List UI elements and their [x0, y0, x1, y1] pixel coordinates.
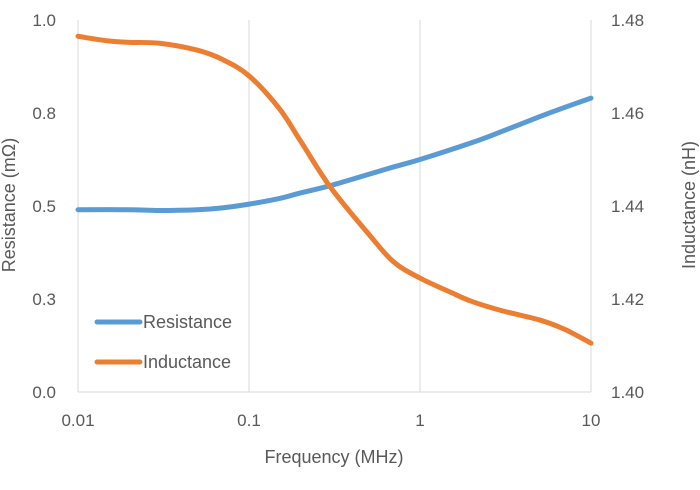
left-y-tick-label: 0.0: [32, 383, 56, 402]
left-y-tick-label: 0.5: [32, 197, 56, 216]
left-y-tick-label: 1.0: [32, 11, 56, 30]
legend: Resistance Inductance: [94, 312, 232, 372]
right-y-axis-ticks: 1.40 1.42 1.44 1.46 1.48: [611, 11, 644, 402]
legend-label-resistance: Resistance: [143, 312, 232, 332]
x-axis-ticks: 0.01 0.1 1 10: [61, 411, 600, 430]
grid-lines: [77, 20, 592, 393]
right-y-tick-label: 1.42: [611, 290, 644, 309]
x-tick-label: 10: [582, 411, 601, 430]
left-y-tick-label: 0.8: [32, 104, 56, 123]
right-y-tick-label: 1.40: [611, 383, 644, 402]
left-y-axis-title: Resistance (mΩ): [0, 138, 19, 272]
right-y-tick-label: 1.48: [611, 11, 644, 30]
x-tick-label: 0.1: [237, 411, 261, 430]
series-lines: [75, 33, 594, 346]
x-tick-label: 1: [415, 411, 424, 430]
right-y-tick-label: 1.44: [611, 197, 644, 216]
x-tick-label: 0.01: [61, 411, 94, 430]
right-y-axis-title: Inductance (nH): [679, 141, 699, 269]
left-y-tick-label: 0.3: [32, 290, 56, 309]
right-y-tick-label: 1.46: [611, 104, 644, 123]
legend-label-inductance: Inductance: [143, 352, 231, 372]
left-y-axis-ticks: 0.0 0.3 0.5 0.8 1.0: [32, 11, 56, 402]
x-axis-title: Frequency (MHz): [264, 447, 403, 467]
series-line-inductance: [75, 33, 594, 346]
